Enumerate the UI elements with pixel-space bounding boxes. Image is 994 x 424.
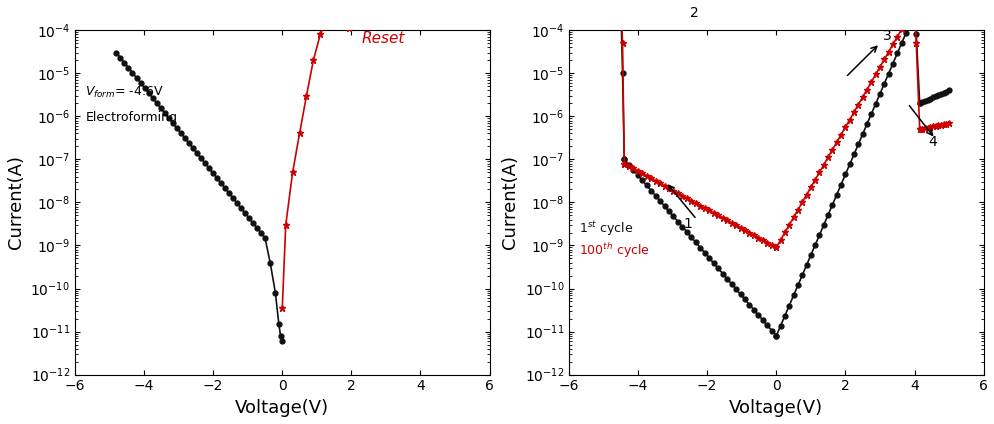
Text: Reset: Reset <box>362 31 405 46</box>
Text: $1^{st}$ cycle: $1^{st}$ cycle <box>579 219 633 238</box>
Text: Electroforming: Electroforming <box>85 111 177 123</box>
Text: 4: 4 <box>927 135 936 149</box>
X-axis label: Voltage(V): Voltage(V) <box>729 399 823 417</box>
Y-axis label: Current(A): Current(A) <box>7 156 25 249</box>
Y-axis label: Current(A): Current(A) <box>500 156 519 249</box>
Text: $100^{th}$ cycle: $100^{th}$ cycle <box>579 241 650 260</box>
Text: 1: 1 <box>682 218 691 232</box>
Text: $V_{form}$= -4.6V: $V_{form}$= -4.6V <box>85 85 164 100</box>
Text: 3: 3 <box>883 29 892 43</box>
Text: 2: 2 <box>689 6 698 20</box>
X-axis label: Voltage(V): Voltage(V) <box>235 399 329 417</box>
